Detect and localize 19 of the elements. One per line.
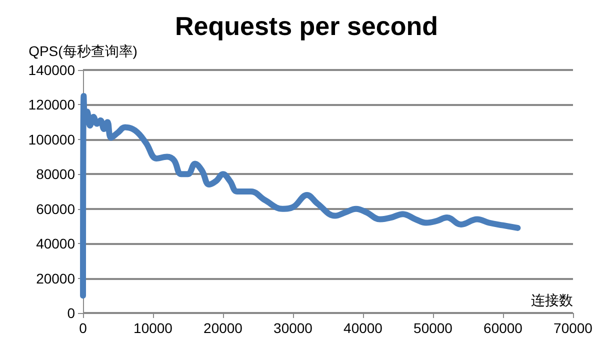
y-tick-label: 0 [67,305,76,321]
x-tick-label: 60000 [484,320,523,336]
y-tick-label: 20000 [36,270,76,286]
x-tick-label: 70000 [554,320,593,336]
y-tick-label: 40000 [36,236,76,252]
x-tick-label: 0 [79,320,88,336]
x-tick-label: 10000 [134,320,173,336]
y-tick-label: 100000 [28,131,76,148]
x-tick-label: 50000 [414,320,453,336]
y-tick-label: 60000 [36,200,76,217]
y-tick-label: 80000 [36,166,76,182]
chart-title: Requests per second [175,11,438,41]
y-axis-title: QPS(每秒查询率) [28,43,138,59]
x-tick-label: 40000 [344,320,383,336]
y-tick-label: 120000 [28,96,76,113]
x-axis-title: 连接数 [531,292,573,308]
x-tick-label: 20000 [204,320,243,336]
x-tick-label: 30000 [274,320,313,336]
y-tick-label: 140000 [28,62,76,78]
